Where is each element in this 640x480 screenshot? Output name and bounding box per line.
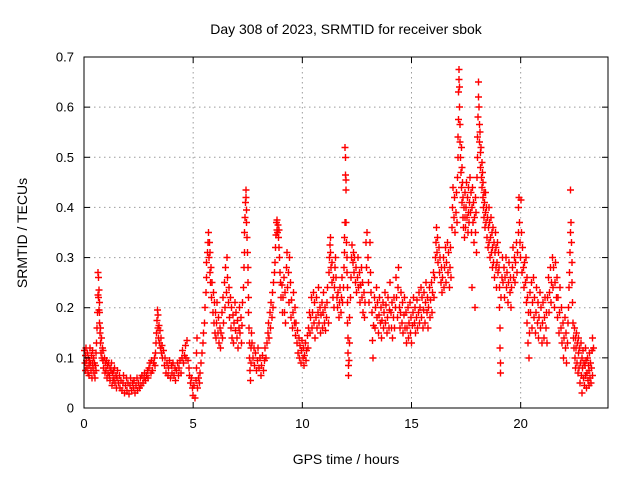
x-tick-label: 5 xyxy=(190,416,197,431)
y-tick-label: 0.7 xyxy=(56,50,74,65)
y-tick-label: 0.1 xyxy=(56,350,74,365)
y-tick-label: 0.2 xyxy=(56,300,74,315)
y-tick-label: 0 xyxy=(67,401,74,416)
x-tick-label: 10 xyxy=(295,416,309,431)
x-tick-label: 0 xyxy=(80,416,87,431)
x-tick-label: 20 xyxy=(513,416,527,431)
y-tick-label: 0.3 xyxy=(56,250,74,265)
y-tick-label: 0.6 xyxy=(56,100,74,115)
chart-title: Day 308 of 2023, SRMTID for receiver sbo… xyxy=(210,21,482,37)
x-tick-label: 15 xyxy=(404,416,418,431)
y-tick-label: 0.4 xyxy=(56,200,74,215)
scatter-points xyxy=(81,66,597,402)
x-axis-label: GPS time / hours xyxy=(292,451,400,467)
y-tick-label: 0.5 xyxy=(56,150,74,165)
y-axis-label: SRMTID / TECUs xyxy=(14,177,30,289)
plot-border xyxy=(83,56,609,409)
